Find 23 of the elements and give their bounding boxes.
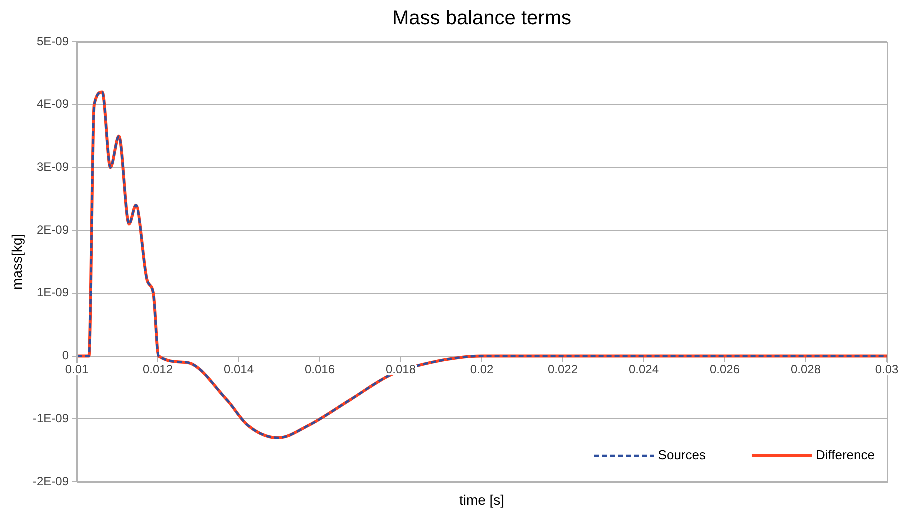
y-tick-label: 1E-09 <box>36 286 70 300</box>
chart-title: Mass balance terms <box>392 8 572 30</box>
legend-label: Difference <box>816 448 875 463</box>
y-tick-label: 2E-09 <box>36 222 70 237</box>
y-axis-title: mass[kg] <box>8 234 25 290</box>
x-tick-label: 0.014 <box>224 362 254 377</box>
y-tick-label: 0 <box>62 348 70 363</box>
y-tick-label: 4E-09 <box>36 97 70 112</box>
x-tick-label: 0.016 <box>304 362 336 377</box>
legend-label: Sources <box>658 448 706 463</box>
x-tick-label: 0.02 <box>470 362 494 377</box>
x-tick-label: 0.028 <box>790 362 822 377</box>
y-tick-label: 5E-09 <box>36 34 70 48</box>
y-tick-label: -2E-09 <box>32 474 70 488</box>
x-tick-label: 0.01 <box>65 362 90 377</box>
x-tick-label: 0.012 <box>143 362 174 377</box>
x-tick-label: 0.024 <box>628 362 660 377</box>
x-axis-title: time [s] <box>459 492 505 508</box>
y-tick-label: -1E-09 <box>32 411 70 426</box>
x-tick-label: 0.022 <box>548 362 578 377</box>
y-tick-label: 3E-09 <box>36 160 70 174</box>
x-tick-label: 0.03 <box>875 362 899 377</box>
x-tick-label: 0.026 <box>710 362 740 377</box>
